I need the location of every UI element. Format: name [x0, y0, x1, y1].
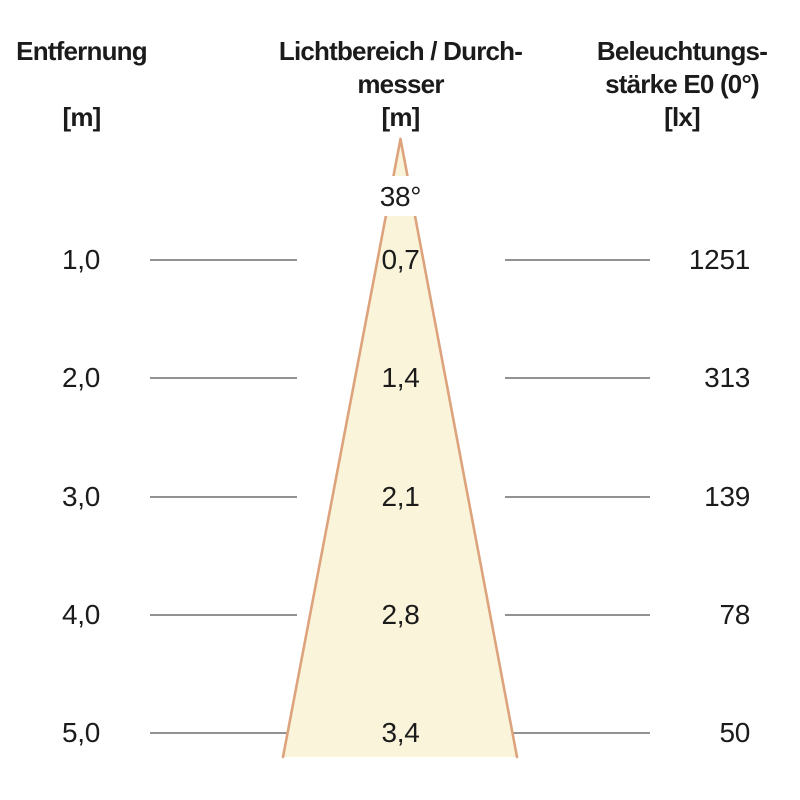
light-cone-fill	[283, 139, 517, 757]
light-cone-edges	[281, 137, 519, 759]
beam-angle-label: 38°	[379, 181, 422, 212]
beam-column-title-line2: messer	[357, 69, 444, 99]
illuminance-column-title-line2: stärke E0 (0°)	[605, 69, 760, 99]
row5-illuminance-value: 50	[719, 717, 750, 748]
light-cone-right-edge	[399, 137, 519, 759]
row5-distance-value: 5,0	[61, 717, 100, 748]
row2-distance-value: 2,0	[61, 362, 100, 393]
row2-illuminance-value: 313	[704, 362, 750, 393]
row-connector-lines	[150, 259, 650, 734]
illuminance-column-title-line1: Beleuchtungs-	[596, 36, 768, 66]
distance-column-title: Entfernung	[16, 36, 147, 66]
row1-illuminance-value: 1251	[688, 244, 750, 275]
beam-column-title-line1: Lichtbereich / Durch-	[278, 36, 523, 66]
row4-illuminance-value: 78	[719, 599, 750, 630]
row4-distance-value: 4,0	[61, 599, 100, 630]
angle-label-backdrop	[352, 176, 449, 216]
row3-diameter-value: 2,1	[381, 481, 420, 512]
row4-diameter-value: 2,8	[381, 599, 420, 630]
row3-illuminance-value: 139	[704, 481, 750, 512]
row1-diameter-value: 0,7	[381, 244, 420, 275]
row2-diameter-value: 1,4	[381, 362, 420, 393]
row3-distance-value: 3,0	[61, 481, 100, 512]
beam-column-unit: [m]	[381, 102, 420, 132]
row5-diameter-value: 3,4	[381, 717, 420, 748]
illuminance-column-unit: [lx]	[664, 102, 701, 132]
row1-distance-value: 1,0	[61, 244, 100, 275]
light-cone-left-edge	[281, 137, 402, 759]
distance-column-unit: [m]	[62, 102, 101, 132]
